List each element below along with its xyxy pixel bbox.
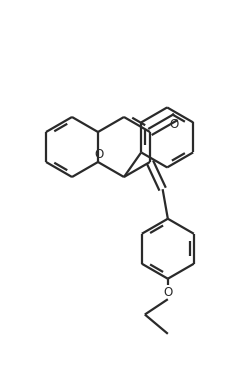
Text: O: O [163,286,172,299]
Text: O: O [169,119,178,131]
Text: O: O [94,149,104,161]
